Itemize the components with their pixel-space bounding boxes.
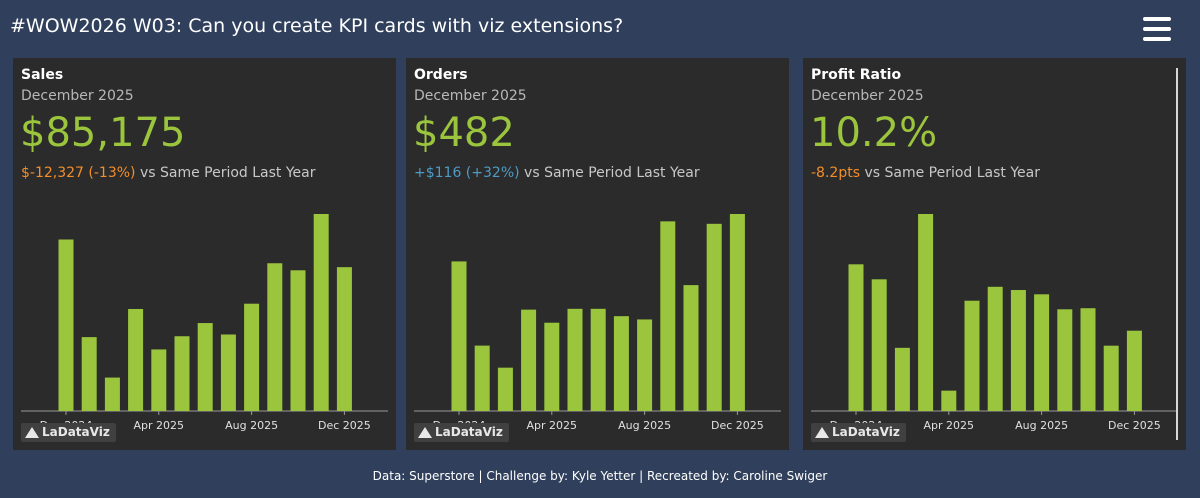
- bar-mar-2025[interactable]: [918, 214, 934, 411]
- x-tick-label: Aug 2025: [1015, 419, 1068, 432]
- bar-dec-2025[interactable]: [729, 214, 745, 411]
- kpi-comparison: +$116 (+32%) vs Same Period Last Year: [414, 165, 700, 181]
- bar-aug-2025[interactable]: [244, 303, 260, 411]
- bar-dec-2024[interactable]: [451, 261, 467, 411]
- x-tick-label: Aug 2025: [225, 419, 278, 432]
- bar-feb-2025[interactable]: [497, 367, 513, 411]
- kpi-period: December 2025: [414, 88, 527, 104]
- kpi-period: December 2025: [21, 88, 134, 104]
- logo-text: LaDataViz: [435, 425, 503, 439]
- bar-sep-2025[interactable]: [660, 221, 676, 411]
- comparison-text: vs Same Period Last Year: [860, 165, 1041, 181]
- kpi-name: Orders: [414, 67, 468, 83]
- kpi-name: Sales: [21, 67, 64, 83]
- bar-may-2025[interactable]: [964, 300, 980, 411]
- bar-jul-2025[interactable]: [1010, 290, 1026, 411]
- kpi-card-orders: Orders December 2025 $482 +$116 (+32%) v…: [406, 58, 789, 450]
- ladataviz-logo-icon: [815, 427, 829, 438]
- bar-dec-2024[interactable]: [848, 264, 864, 411]
- comparison-text: vs Same Period Last Year: [519, 165, 700, 181]
- kpi-value: $482: [413, 110, 515, 156]
- kpi-card-sales: Sales December 2025 $85,175 $-12,327 (-1…: [13, 58, 396, 450]
- ladataviz-logo[interactable]: LaDataViz: [414, 423, 509, 442]
- bar-jul-2025[interactable]: [613, 316, 629, 411]
- bar-sep-2025[interactable]: [1057, 309, 1073, 411]
- bar-nov-2025[interactable]: [706, 223, 722, 411]
- kpi-delta: $-12,327 (-13%): [21, 165, 136, 181]
- bar-jan-2025[interactable]: [81, 337, 97, 411]
- bar-feb-2025[interactable]: [894, 347, 910, 411]
- footer-credits: Data: Superstore | Challenge by: Kyle Ye…: [372, 469, 828, 483]
- bar-oct-2025[interactable]: [683, 285, 699, 411]
- bar-may-2025[interactable]: [174, 336, 190, 411]
- bar-nov-2025[interactable]: [313, 214, 329, 411]
- bar-mar-2025[interactable]: [128, 308, 144, 411]
- x-tick-label: Dec 2025: [711, 419, 764, 432]
- bar-apr-2025[interactable]: [544, 322, 560, 411]
- bar-sep-2025[interactable]: [267, 263, 283, 411]
- bar-aug-2025[interactable]: [1034, 294, 1050, 411]
- bar-mar-2025[interactable]: [521, 309, 537, 411]
- logo-text: LaDataViz: [832, 425, 900, 439]
- bar-jun-2025[interactable]: [987, 286, 1003, 411]
- kpi-delta: +$116 (+32%): [414, 165, 520, 181]
- kpi-value: $85,175: [20, 110, 186, 156]
- kpi-comparison: -8.2pts vs Same Period Last Year: [811, 165, 1040, 181]
- bar-jan-2025[interactable]: [474, 345, 490, 411]
- kpi-period: December 2025: [811, 88, 924, 104]
- bar-oct-2025[interactable]: [1080, 308, 1096, 411]
- bar-may-2025[interactable]: [567, 308, 583, 411]
- bar-oct-2025[interactable]: [290, 270, 306, 411]
- kpi-name: Profit Ratio: [811, 67, 902, 83]
- comparison-text: vs Same Period Last Year: [135, 165, 316, 181]
- hamburger-menu-icon[interactable]: [1143, 17, 1171, 41]
- bar-jun-2025[interactable]: [590, 308, 606, 411]
- kpi-card-profit-ratio: Profit Ratio December 2025 10.2% -8.2pts…: [803, 58, 1186, 450]
- kpi-value: 10.2%: [810, 110, 938, 156]
- ladataviz-logo-icon: [418, 427, 432, 438]
- kpi-delta: -8.2pts: [811, 165, 860, 181]
- logo-text: LaDataViz: [42, 425, 110, 439]
- x-tick-label: Dec 2025: [1108, 419, 1161, 432]
- bar-jul-2025[interactable]: [220, 334, 236, 411]
- bar-dec-2025[interactable]: [1126, 330, 1142, 411]
- bar-dec-2024[interactable]: [58, 239, 74, 411]
- ladataviz-logo[interactable]: LaDataViz: [811, 423, 906, 442]
- ladataviz-logo-icon: [25, 427, 39, 438]
- x-tick-label: Apr 2025: [134, 419, 185, 432]
- bar-dec-2025[interactable]: [336, 267, 352, 411]
- x-tick-label: Dec 2025: [318, 419, 371, 432]
- x-tick-label: Aug 2025: [618, 419, 671, 432]
- dashboard-title: #WOW2026 W03: Can you create KPI cards w…: [10, 15, 624, 37]
- ladataviz-logo[interactable]: LaDataViz: [21, 423, 116, 442]
- bar-jun-2025[interactable]: [197, 323, 213, 411]
- x-tick-label: Apr 2025: [924, 419, 975, 432]
- bar-apr-2025[interactable]: [941, 390, 957, 411]
- bar-aug-2025[interactable]: [637, 319, 653, 411]
- bar-nov-2025[interactable]: [1103, 345, 1119, 411]
- bar-feb-2025[interactable]: [104, 377, 120, 411]
- x-tick-label: Apr 2025: [527, 419, 578, 432]
- kpi-comparison: $-12,327 (-13%) vs Same Period Last Year: [21, 165, 316, 181]
- bar-apr-2025[interactable]: [151, 349, 167, 411]
- scrollbar[interactable]: [1176, 68, 1178, 440]
- bar-jan-2025[interactable]: [871, 279, 887, 411]
